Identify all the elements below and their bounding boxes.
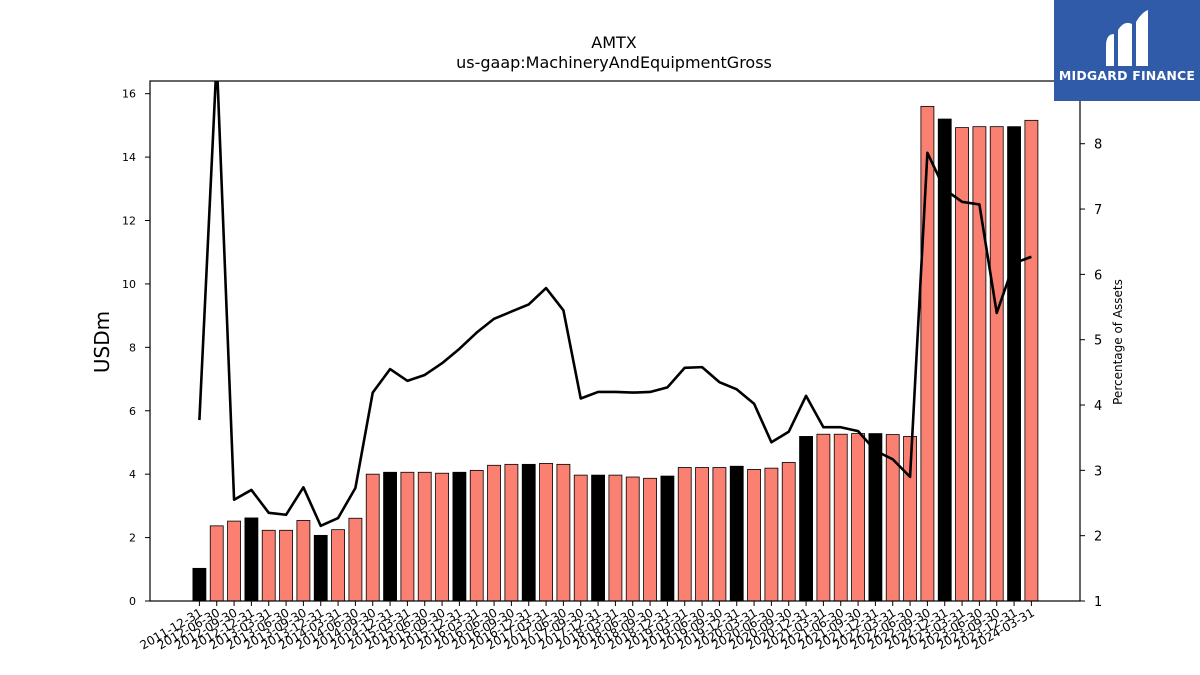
percentage-line [198, 81, 1032, 528]
bar-2013-09-30 [296, 520, 311, 602]
bar-2016-09-30 [504, 463, 519, 602]
bar-2013-06-30 [279, 529, 293, 602]
bar-2017-12-31 [591, 474, 605, 602]
bar-2023-06-30 [972, 126, 987, 602]
y-ticks-left: 0 2 4 6 8 10 12 14 16 [122, 88, 150, 608]
y-tick-right-label: 2 [1094, 530, 1102, 545]
bar-2016-12-31 [521, 463, 536, 602]
bar-2024-03-31 [1024, 119, 1039, 602]
y-tick-right-label: 6 [1094, 268, 1102, 283]
bar-2021-03-31 [816, 433, 831, 602]
bar-2012-06-30 [209, 525, 224, 602]
bars-group [192, 105, 1039, 602]
bar-2014-03-31 [331, 529, 345, 602]
bar-2014-09-30 [365, 473, 380, 602]
bar-2018-09-30 [643, 477, 657, 602]
bar-2018-06-30 [625, 476, 640, 602]
y-tick-left-label: 12 [122, 215, 136, 228]
bar-2015-09-30 [435, 472, 449, 602]
y-tick-right-label: 4 [1094, 399, 1102, 414]
bar-2012-09-30 [227, 520, 241, 602]
y-tick-left-label: 8 [129, 341, 136, 354]
bar-2020-12-31 [799, 436, 813, 602]
y-tick-left-label: 16 [122, 88, 136, 101]
bar-2019-06-30 [695, 467, 709, 602]
bar-2019-12-31 [729, 465, 744, 602]
bar-2015-06-30 [417, 471, 432, 602]
y-tick-right-label: 3 [1094, 464, 1102, 479]
y-axis-label-right: Percentage of Assets [1111, 279, 1125, 405]
bar-2015-12-31 [452, 471, 467, 602]
y-tick-right-label: 5 [1094, 334, 1102, 349]
bar-2012-12-31 [244, 517, 259, 602]
bar-2020-03-31 [747, 469, 761, 602]
logo-text: MIDGARD FINANCE [1058, 68, 1196, 83]
bar-2018-12-31 [660, 475, 675, 602]
y-tick-left-label: 10 [122, 278, 136, 291]
bar-2017-03-31 [539, 462, 553, 602]
bar-2013-03-31 [261, 529, 276, 602]
bar-2015-03-31 [400, 471, 415, 602]
bar-2023-09-30 [989, 126, 1004, 602]
bar-2022-09-30 [920, 105, 935, 602]
bar-2021-09-30 [851, 433, 865, 602]
bar-2014-06-30 [348, 517, 363, 602]
bar-2016-03-31 [469, 469, 484, 602]
x-ticks: 2011-12-312012-06-302012-09-302012-12-31… [137, 601, 1037, 652]
bar-2021-12-31 [868, 433, 883, 602]
y-tick-left-label: 14 [122, 151, 136, 164]
brand-logo: MIDGARD FINANCE [1054, 0, 1200, 101]
chart-subtitle: us-gaap:MachineryAndEquipmentGross [456, 53, 772, 72]
bar-2011-12-31 [192, 567, 207, 602]
bar-2013-12-31 [313, 534, 328, 602]
bar-2019-09-30 [712, 467, 727, 602]
bar-2023-12-31 [1007, 126, 1021, 602]
bar-2019-03-31 [677, 467, 692, 602]
bar-2017-06-30 [556, 463, 571, 602]
bar-2018-03-31 [608, 474, 623, 602]
y-axis-label-left: USDm [90, 311, 114, 373]
line-group [198, 81, 1032, 528]
bar-2020-06-30 [764, 467, 779, 602]
y-tick-left-label: 0 [129, 595, 136, 608]
bar-2020-09-30 [781, 462, 796, 602]
y-tick-right-label: 7 [1094, 203, 1102, 218]
bar-2014-12-31 [383, 471, 397, 602]
bar-2017-09-30 [573, 474, 588, 602]
bar-2016-06-30 [487, 464, 501, 602]
bar-2021-06-30 [833, 433, 848, 602]
y-tick-right-label: 8 [1094, 138, 1102, 153]
logo-mark-icon [1106, 10, 1148, 66]
y-tick-right-label: 1 [1094, 595, 1102, 610]
y-ticks-right: 1 2 3 4 5 6 7 8 [1080, 138, 1102, 610]
y-tick-left-label: 4 [129, 468, 136, 481]
y-tick-left-label: 2 [129, 532, 136, 545]
chart-title: AMTX [591, 33, 637, 52]
y-tick-left-label: 6 [129, 405, 136, 418]
